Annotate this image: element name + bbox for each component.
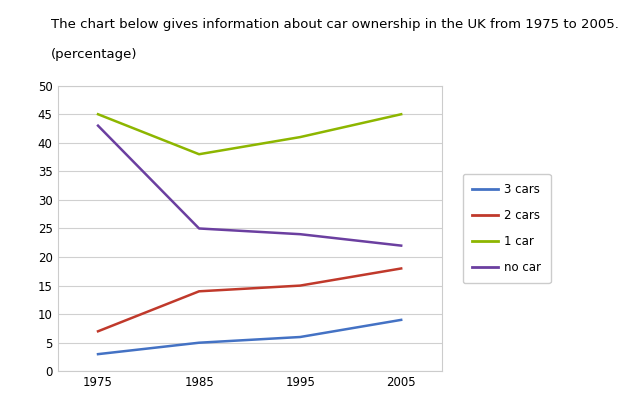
Text: (percentage): (percentage) [51,48,138,61]
Text: The chart below gives information about car ownership in the UK from 1975 to 200: The chart below gives information about … [51,18,619,31]
Legend: 3 cars, 2 cars, 1 car, no car: 3 cars, 2 cars, 1 car, no car [463,173,550,284]
